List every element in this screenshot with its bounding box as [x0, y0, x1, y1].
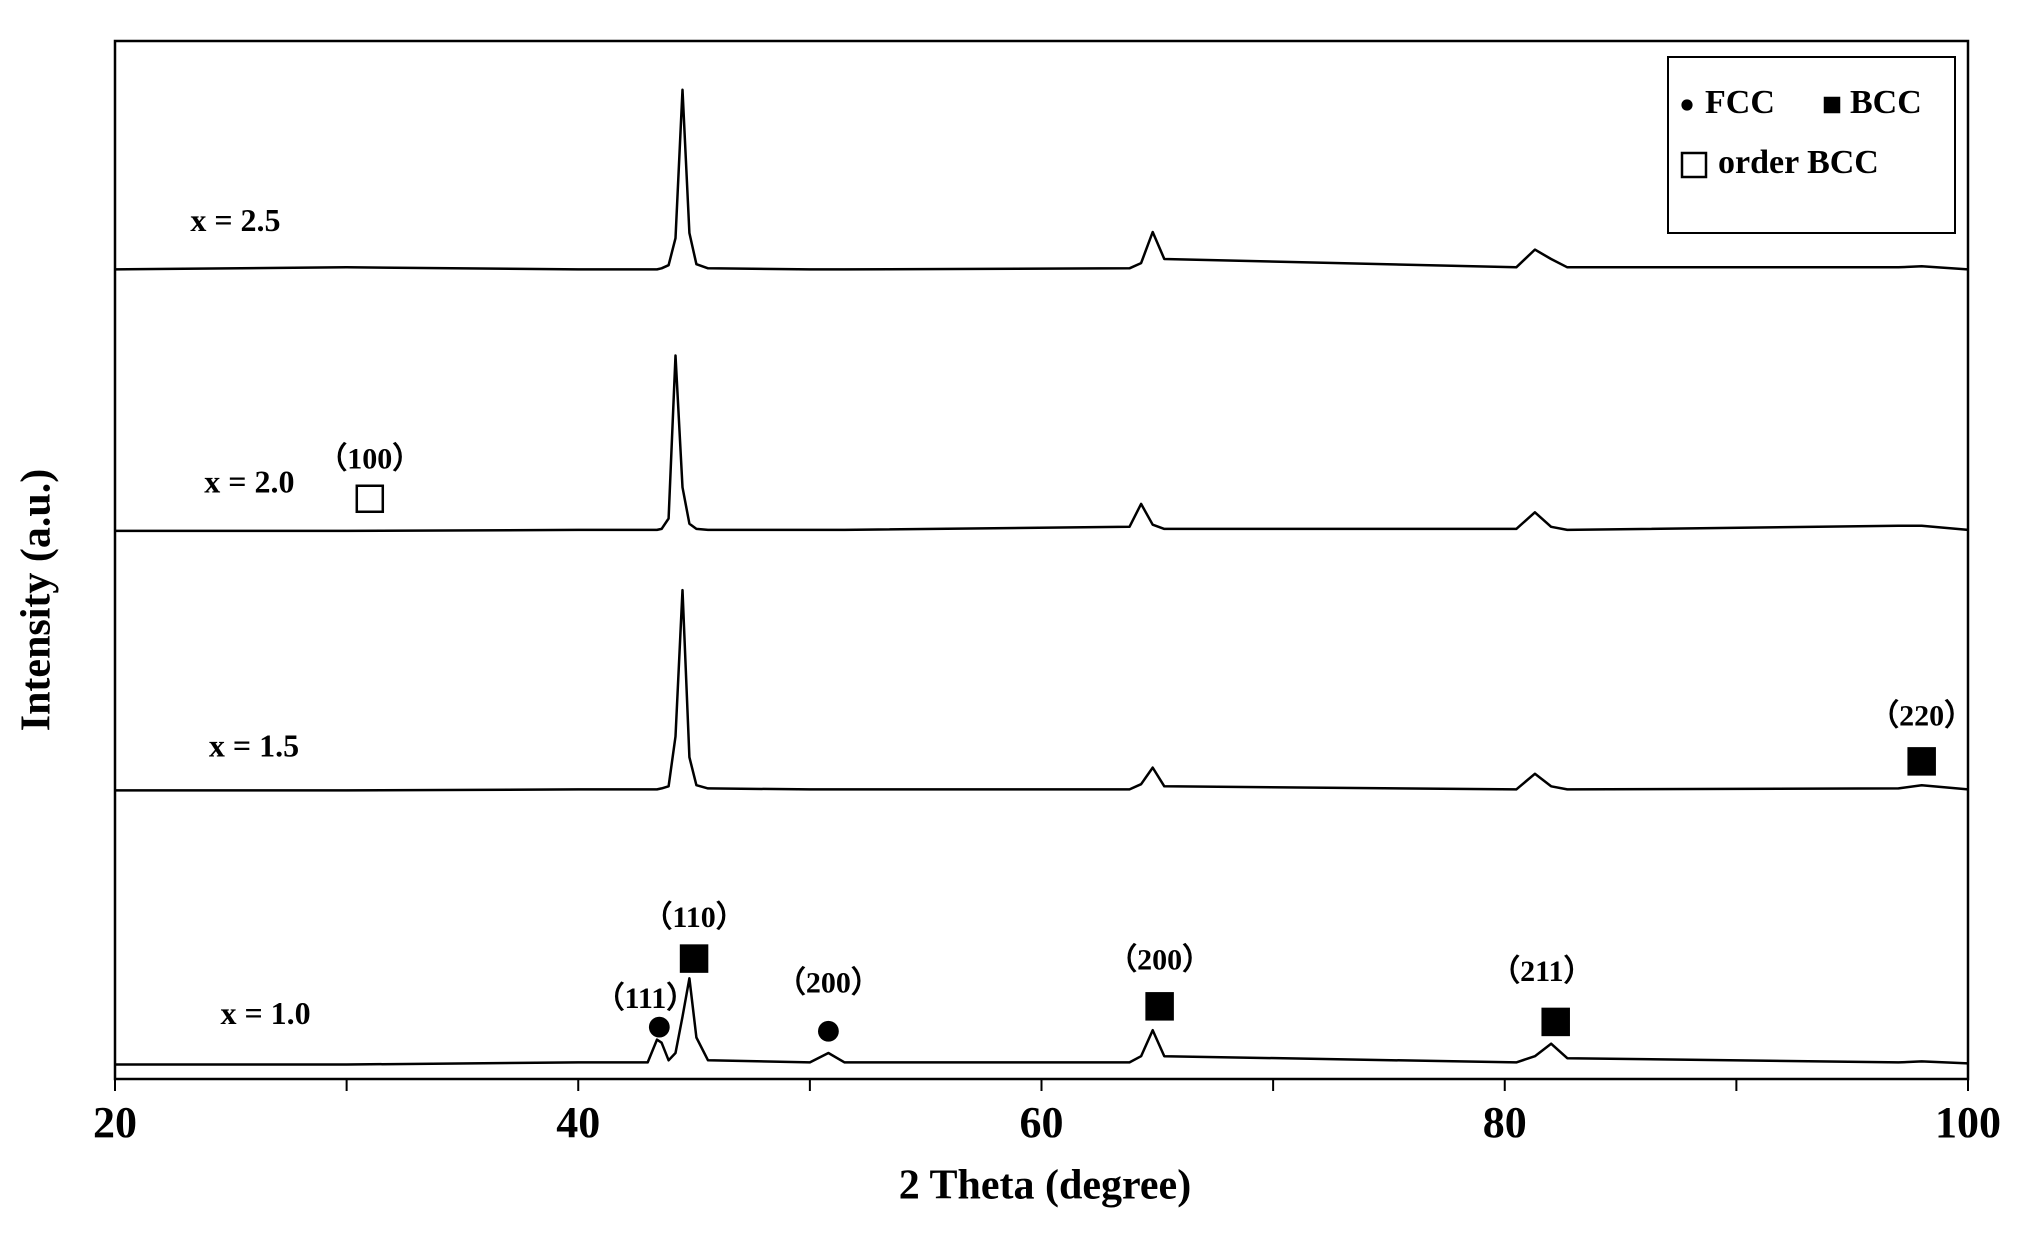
legend-label: FCC — [1705, 84, 1775, 121]
x-tick-label: 100 — [1935, 1098, 2001, 1147]
marker-square — [1680, 151, 1708, 179]
peak-label: （200） — [1107, 943, 1212, 977]
series-label: x = 1.0 — [220, 995, 310, 1031]
xrd-trace — [114, 88, 1969, 271]
marker-square — [355, 484, 385, 514]
peak-label: （100） — [317, 441, 422, 475]
series-label: x = 1.5 — [209, 727, 299, 763]
x-tick-label: 20 — [93, 1098, 137, 1147]
plot-frame — [113, 39, 1970, 1081]
peak-label: （200） — [776, 965, 881, 999]
x-tick-label: 80 — [1483, 1098, 1527, 1147]
xrd-trace — [115, 977, 1969, 1066]
x-tick-label: 60 — [1020, 1098, 1064, 1147]
x-tick-label: 40 — [556, 1098, 600, 1147]
y-axis-title: Intensity (a.u.) — [14, 469, 60, 732]
marker-circle — [818, 1020, 839, 1042]
marker-square — [1823, 96, 1841, 114]
marker-circle — [648, 1016, 670, 1038]
marker-square — [1541, 1007, 1570, 1037]
legend-label: order BCC — [1718, 144, 1879, 181]
legend-label: BCC — [1850, 84, 1922, 121]
peak-label: （111） — [595, 981, 697, 1015]
xrd-trace — [115, 588, 1969, 792]
legend-box — [1667, 56, 1956, 234]
xrd-trace — [115, 354, 1969, 533]
series-label: x = 2.5 — [190, 202, 280, 238]
peak-label: （110） — [642, 900, 745, 934]
peak-label: （220） — [1869, 699, 1974, 733]
marker-square — [1907, 747, 1936, 776]
marker-square — [1145, 992, 1174, 1021]
series-label: x = 2.0 — [204, 464, 294, 500]
x-axis-title: 2 Theta (degree) — [899, 1163, 1191, 1209]
marker-square — [679, 944, 709, 973]
marker-circle — [1681, 99, 1693, 111]
peak-label: （211） — [1490, 954, 1593, 988]
